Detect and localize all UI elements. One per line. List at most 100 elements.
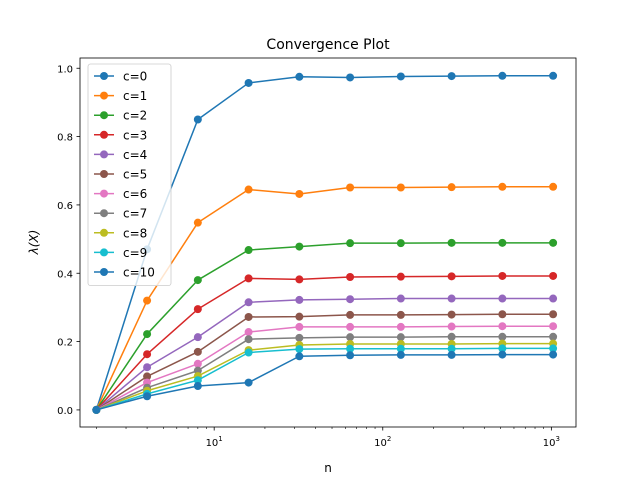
data-point xyxy=(245,246,253,254)
legend-marker xyxy=(100,209,108,217)
data-point xyxy=(346,183,354,191)
data-point xyxy=(346,273,354,281)
data-point xyxy=(448,323,456,331)
data-point xyxy=(448,183,456,191)
data-point xyxy=(549,72,557,80)
data-point xyxy=(346,333,354,341)
data-point xyxy=(397,239,405,247)
data-point xyxy=(143,363,151,371)
data-point xyxy=(346,73,354,81)
data-point xyxy=(397,323,405,331)
legend-marker xyxy=(100,190,108,198)
legend-label: c=8 xyxy=(123,226,147,240)
data-point xyxy=(346,239,354,247)
y-tick-label: 1.0 xyxy=(57,64,73,75)
data-point xyxy=(498,295,506,303)
legend-marker xyxy=(100,268,108,276)
legend-label: c=3 xyxy=(123,128,147,142)
data-point xyxy=(245,313,253,321)
legend-label: c=5 xyxy=(123,168,147,182)
data-point xyxy=(295,296,303,304)
legend-marker xyxy=(100,170,108,178)
legend-marker xyxy=(100,248,108,256)
y-tick-label: 0.4 xyxy=(57,269,73,280)
y-tick-label: 0.0 xyxy=(57,406,73,417)
data-point xyxy=(448,272,456,280)
data-point xyxy=(498,310,506,318)
data-point xyxy=(194,360,202,368)
data-point xyxy=(245,379,253,387)
legend: c=0 c=1 c=2 c=3 c=4 c=5 c=6 c=7 c=8 c=9 c=10 xyxy=(88,64,171,286)
chart-title: Convergence Plot xyxy=(266,37,390,53)
data-point xyxy=(143,350,151,358)
data-point xyxy=(498,272,506,280)
legend-marker xyxy=(100,131,108,139)
data-point xyxy=(549,295,557,303)
legend-marker xyxy=(100,92,108,100)
data-point xyxy=(397,333,405,341)
data-point xyxy=(295,73,303,81)
legend-marker xyxy=(100,72,108,80)
data-point xyxy=(245,349,253,357)
data-point xyxy=(448,351,456,359)
data-point xyxy=(143,330,151,338)
data-point xyxy=(346,351,354,359)
data-point xyxy=(397,183,405,191)
data-point xyxy=(295,323,303,331)
data-point xyxy=(346,295,354,303)
legend-label: c=9 xyxy=(123,246,147,260)
data-point xyxy=(295,243,303,251)
legend-label: c=2 xyxy=(123,109,147,123)
data-point xyxy=(245,274,253,282)
legend-label: c=6 xyxy=(123,187,147,201)
data-point xyxy=(448,311,456,319)
data-point xyxy=(295,190,303,198)
legend-label: c=1 xyxy=(123,89,147,103)
data-point xyxy=(448,295,456,303)
data-point xyxy=(194,333,202,341)
data-point xyxy=(194,382,202,390)
data-point xyxy=(194,116,202,124)
data-point xyxy=(397,351,405,359)
data-point xyxy=(448,333,456,341)
data-point xyxy=(397,72,405,80)
legend-label: c=4 xyxy=(123,148,147,162)
data-point xyxy=(92,406,100,414)
data-point xyxy=(549,333,557,341)
data-point xyxy=(245,186,253,194)
data-point xyxy=(295,313,303,321)
data-point xyxy=(498,72,506,80)
data-point xyxy=(143,297,151,305)
data-point xyxy=(194,219,202,227)
data-point xyxy=(245,298,253,306)
y-tick-label: 0.8 xyxy=(57,133,73,144)
data-point xyxy=(194,276,202,284)
data-point xyxy=(245,79,253,87)
data-point xyxy=(498,322,506,330)
data-point xyxy=(245,335,253,343)
data-point xyxy=(295,345,303,353)
data-point xyxy=(549,351,557,359)
data-point xyxy=(498,351,506,359)
legend-label: c=7 xyxy=(123,207,147,221)
y-tick-label: 0.6 xyxy=(57,201,73,212)
data-point xyxy=(295,275,303,283)
data-point xyxy=(194,305,202,313)
data-point xyxy=(295,334,303,342)
y-tick-label: 0.2 xyxy=(57,338,73,349)
data-point xyxy=(549,183,557,191)
data-point xyxy=(397,311,405,319)
legend-label: c=10 xyxy=(123,266,155,280)
y-axis-label: λ(X) xyxy=(27,230,41,256)
legend-marker xyxy=(100,111,108,119)
data-point xyxy=(498,333,506,341)
data-point xyxy=(346,323,354,331)
data-point xyxy=(549,239,557,247)
data-point xyxy=(397,273,405,281)
data-point xyxy=(143,392,151,400)
data-point xyxy=(498,183,506,191)
legend-marker xyxy=(100,229,108,237)
data-point xyxy=(549,272,557,280)
data-point xyxy=(346,311,354,319)
